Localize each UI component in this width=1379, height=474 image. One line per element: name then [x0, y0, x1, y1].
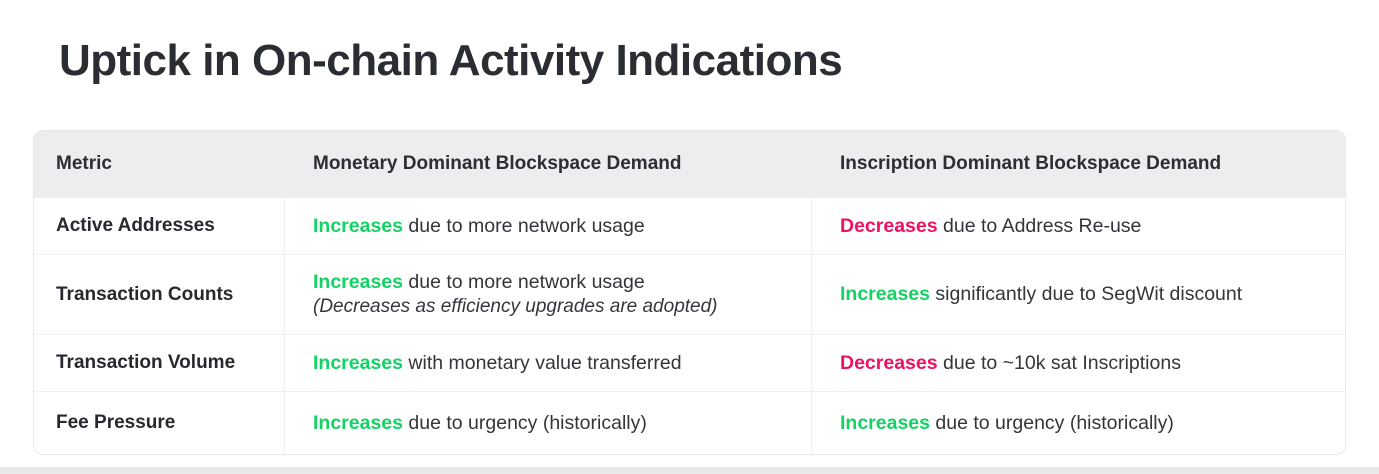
bottom-bar: [0, 467, 1379, 474]
metrics-table: Metric Monetary Dominant Blockspace Dema…: [33, 130, 1346, 455]
table-row-transaction-counts: Transaction Counts Increases due to more…: [34, 254, 1345, 334]
trend-text: Increases significantly due to SegWit di…: [840, 281, 1325, 307]
trend-keyword: Increases: [313, 351, 403, 374]
trend-text: Decreases due to ~10k sat Inscriptions: [840, 350, 1325, 376]
trend-keyword: Increases: [840, 411, 930, 434]
table-row-transaction-volume: Transaction Volume Increases with moneta…: [34, 334, 1345, 391]
trend-rest: due to more network usage: [403, 214, 645, 237]
monetary-cell: Increases due to urgency (historically): [284, 392, 811, 454]
trend-rest: due to urgency (historically): [930, 411, 1174, 434]
metric-cell: Fee Pressure: [56, 412, 176, 433]
monetary-cell: Increases due to more network usage: [284, 198, 811, 254]
trend-text: Increases due to more network usage: [313, 213, 791, 239]
table-row-fee-pressure: Fee Pressure Increases due to urgency (h…: [34, 391, 1345, 454]
monetary-cell: Increases with monetary value transferre…: [284, 335, 811, 391]
trend-rest: due to ~10k sat Inscriptions: [937, 351, 1181, 374]
trend-rest: significantly due to SegWit discount: [930, 283, 1243, 306]
inscription-cell: Decreases due to Address Re-use: [811, 198, 1345, 254]
page-title: Uptick in On-chain Activity Indications: [59, 36, 843, 85]
trend-text: Increases due to urgency (historically): [840, 410, 1325, 436]
monetary-cell: Increases due to more network usage (Dec…: [284, 255, 811, 334]
trend-keyword: Decreases: [840, 351, 938, 374]
trend-rest: with monetary value transferred: [403, 351, 682, 374]
trend-text: Increases due to urgency (historically): [313, 410, 791, 436]
header-cell-metric: Metric: [56, 153, 112, 174]
trend-keyword: Increases: [313, 214, 403, 237]
metric-cell: Active Addresses: [56, 215, 215, 236]
trend-keyword: Increases: [313, 271, 403, 293]
trend-text: Increases with monetary value transferre…: [313, 350, 791, 376]
inscription-cell: Increases significantly due to SegWit di…: [811, 255, 1345, 334]
trend-keyword: Increases: [840, 283, 930, 306]
trend-rest: due to more network usage: [403, 271, 645, 293]
trend-text: Decreases due to Address Re-use: [840, 213, 1325, 239]
trend-rest: due to urgency (historically): [403, 411, 647, 434]
trend-keyword: Decreases: [840, 214, 938, 237]
trend-keyword: Increases: [313, 411, 403, 434]
trend-rest: due to Address Re-use: [937, 214, 1142, 237]
trend-note: (Decreases as efficiency upgrades are ad…: [313, 296, 718, 318]
header-cell-monetary: Monetary Dominant Blockspace Demand: [284, 131, 811, 197]
table-header-row: Metric Monetary Dominant Blockspace Dema…: [34, 131, 1345, 197]
table-row-active-addresses: Active Addresses Increases due to more n…: [34, 197, 1345, 254]
metric-cell: Transaction Volume: [56, 352, 236, 373]
inscription-cell: Increases due to urgency (historically): [811, 392, 1345, 454]
trend-text: Increases due to more network usage: [313, 269, 791, 295]
metric-cell: Transaction Counts: [56, 283, 234, 305]
header-cell-inscription: Inscription Dominant Blockspace Demand: [811, 131, 1345, 197]
inscription-cell: Decreases due to ~10k sat Inscriptions: [811, 335, 1345, 391]
